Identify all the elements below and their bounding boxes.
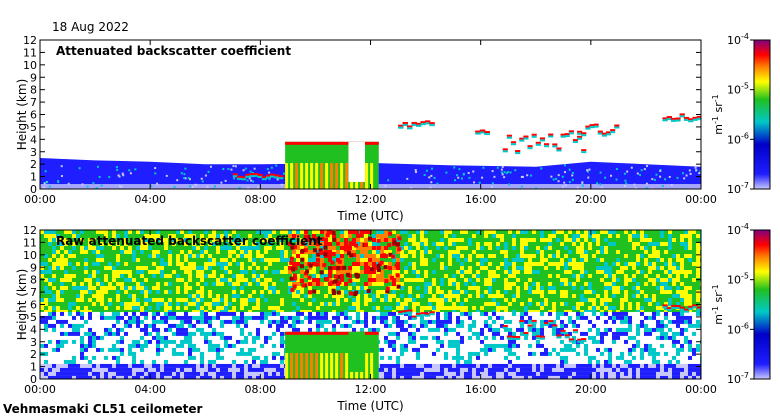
cloud-layer-1330 <box>398 120 435 130</box>
y-tick-label: 0 <box>30 183 37 196</box>
y-axis-label: Height (km) <box>15 269 29 340</box>
y-tick-label: 6 <box>30 109 37 122</box>
panel-title: Raw attenuated backscatter coefficient <box>56 234 323 248</box>
x-tick-label: 00:00 <box>685 383 717 396</box>
cloud-layer-2300 <box>662 113 701 123</box>
y-tick-label: 9 <box>30 261 37 274</box>
colorbar-tick-label: 10-7 <box>727 181 749 196</box>
x-tick-label: 08:00 <box>244 383 276 396</box>
x-tick-label: 12:00 <box>355 383 387 396</box>
y-tick-label: 11 <box>23 46 37 59</box>
y-tick-label: 7 <box>30 96 37 109</box>
cloud-layer-1600 <box>475 129 490 136</box>
cloud-layer-early <box>232 172 284 181</box>
colorbar-tick-label: 10-5 <box>727 272 749 287</box>
x-tick-label: 00:00 <box>24 193 56 206</box>
backscatter-field <box>40 230 701 379</box>
x-axis-label: Time (UTC) <box>336 399 403 413</box>
x-tick-label: 16:00 <box>465 383 497 396</box>
y-tick-label: 1 <box>30 171 37 184</box>
x-tick-label: 00:00 <box>685 193 717 206</box>
y-tick-label: 6 <box>30 299 37 312</box>
cloud-layer-2300 <box>662 304 701 313</box>
station-label: Vehmasmaki CL51 ceilometer <box>3 402 203 416</box>
y-tick-label: 8 <box>30 274 37 287</box>
date-label: 18 Aug 2022 <box>52 20 129 34</box>
y-tick-label: 7 <box>30 286 37 299</box>
panel-title: Attenuated backscatter coefficient <box>56 44 291 58</box>
y-tick-label: 12 <box>23 224 37 237</box>
x-axis-label: Time (UTC) <box>336 209 403 223</box>
x-tick-label: 12:00 <box>355 193 387 206</box>
x-tick-label: 00:00 <box>24 383 56 396</box>
x-tick-label: 20:00 <box>575 193 607 206</box>
noise-maximum <box>289 230 402 296</box>
thick-cloud <box>285 331 379 379</box>
y-tick-label: 5 <box>30 311 37 324</box>
y-axis-label: Height (km) <box>15 79 29 150</box>
y-tick-label: 11 <box>23 236 37 249</box>
cloud-layer-1700 <box>502 130 587 155</box>
colorbar <box>753 39 771 190</box>
colorbar-unit-label: m-1 sr-1 <box>711 94 725 134</box>
cloud-layer-2000 <box>577 123 620 137</box>
y-tick-label: 8 <box>30 84 37 97</box>
x-tick-label: 04:00 <box>134 383 166 396</box>
colorbar <box>753 229 771 380</box>
y-tick-label: 2 <box>30 158 37 171</box>
y-tick-label: 10 <box>23 59 37 72</box>
y-tick-label: 3 <box>30 146 37 159</box>
chart-panel-1: 00:00 04:00 08:00 12:00 16:00 20:00 00:0001234… <box>15 32 771 223</box>
colorbar-tick-label: 10-5 <box>727 82 749 97</box>
y-tick-label: 3 <box>30 336 37 349</box>
y-tick-label: 0 <box>30 373 37 386</box>
y-tick-label: 4 <box>30 133 37 146</box>
colorbar-tick-label: 10-6 <box>727 321 749 336</box>
colorbar-tick-label: 10-4 <box>727 32 749 47</box>
y-tick-label: 1 <box>30 361 37 374</box>
x-tick-label: 20:00 <box>575 383 607 396</box>
x-tick-label: 04:00 <box>134 193 166 206</box>
colorbar-tick-label: 10-4 <box>727 222 749 237</box>
chart-panel-2: 00:00 04:00 08:00 12:00 16:00 20:00 00:0001234… <box>15 222 771 413</box>
x-tick-label: 08:00 <box>244 193 276 206</box>
colorbar-tick-label: 10-6 <box>727 131 749 146</box>
y-tick-label: 5 <box>30 121 37 134</box>
cloud-layer-1700 <box>502 319 587 343</box>
thick-cloud <box>285 141 379 189</box>
colorbar-unit-label: m-1 sr-1 <box>711 284 725 324</box>
y-tick-label: 10 <box>23 249 37 262</box>
colorbar-tick-label: 10-7 <box>727 371 749 386</box>
y-tick-label: 12 <box>23 34 37 47</box>
cloud-layer-1330 <box>398 309 435 320</box>
y-tick-label: 9 <box>30 71 37 84</box>
y-tick-label: 4 <box>30 323 37 336</box>
y-tick-label: 2 <box>30 348 37 361</box>
x-tick-label: 16:00 <box>465 193 497 206</box>
